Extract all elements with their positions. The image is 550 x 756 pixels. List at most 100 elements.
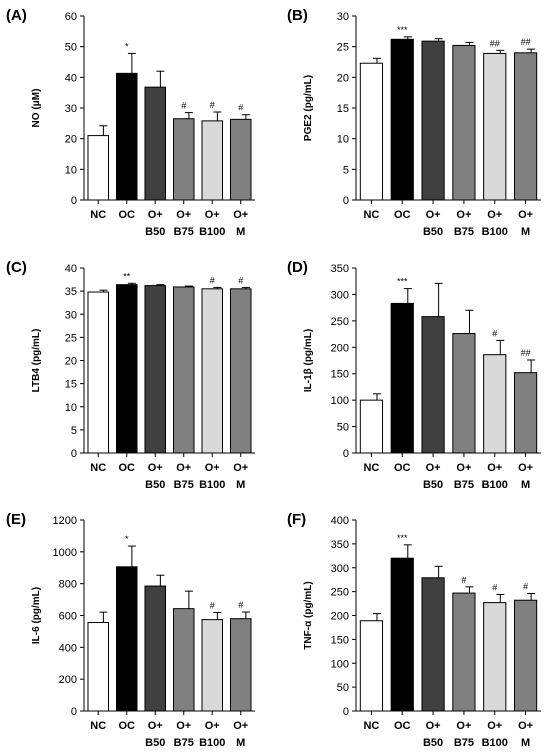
y-tick-label: 35 [65, 286, 77, 298]
bar [87, 135, 110, 201]
x-tick-label: O+ [148, 209, 163, 221]
y-tick-label: 400 [59, 642, 77, 654]
x-tick-label: O+ [426, 720, 441, 732]
y-axis-label: IL-1β (pg/mL) [303, 329, 314, 392]
y-tick-label: 25 [65, 332, 77, 344]
y-tick-label: 10 [65, 164, 77, 176]
chart-panel-1: (A) 0 10 20 30 40 50 60 NO (μM) NC * OC O+ B50 # O+ B75 #… [6, 7, 255, 238]
x-tick-label: O+ [518, 209, 533, 221]
chart-panel-2: (B) 0 5 10 15 20 25 30 PGE2 (pg/mL) NC *** OC O+ B50 O… [287, 7, 541, 238]
significance-mark: # [210, 100, 215, 110]
x-tick-label: O+ [205, 462, 220, 474]
bar [421, 40, 445, 201]
significance-mark: ** [123, 271, 131, 281]
y-tick-label: 150 [331, 369, 349, 381]
bar [390, 302, 414, 454]
bar [115, 72, 138, 201]
chart-panel-4: (D) 0 50 100 150 200 250 300 350 IL-1β (pg/mL) NC *… [287, 259, 541, 491]
y-tick-label: 350 [331, 539, 349, 551]
x-tick-label: O+ [205, 209, 220, 221]
bar [452, 44, 476, 201]
y-tick-label: 60 [65, 11, 77, 23]
x-tick-label: M [521, 737, 530, 749]
x-tick-label: NC [363, 462, 379, 474]
chart-panel-5: (E) 0 200 400 600 800 1000 1200 IL-6 (pg/mL) NC * O… [6, 511, 255, 749]
chart-panel-3: (C) 0 5 10 15 20 25 30 35 40 LTB4 (pg/mL) NC ** OC O+ B… [6, 259, 255, 491]
bar [201, 288, 224, 454]
x-tick-label: O+ [148, 720, 163, 732]
y-tick-label: 300 [331, 563, 349, 575]
bar [229, 288, 252, 454]
bar [452, 333, 476, 454]
x-tick-label: O+ [233, 720, 248, 732]
x-tick-label: O+ [456, 209, 471, 221]
significance-mark: # [210, 600, 215, 610]
x-tick-label: O+ [148, 462, 163, 474]
x-tick-label: OC [119, 720, 136, 732]
bar [513, 599, 538, 712]
y-tick-label: 0 [71, 195, 77, 207]
significance-mark: ## [521, 37, 531, 47]
y-tick-label: 40 [65, 72, 77, 84]
bar [172, 608, 195, 712]
x-tick-label: NC [363, 209, 379, 221]
significance-mark: ## [521, 348, 531, 358]
bar [229, 618, 252, 712]
x-tick-label: O+ [518, 462, 533, 474]
y-tick-label: 250 [331, 316, 349, 328]
x-tick-label: B75 [454, 226, 474, 238]
x-tick-label: O+ [487, 209, 502, 221]
x-tick-label: OC [394, 209, 411, 221]
y-axis-label: TNF-α (pg/mL) [303, 581, 314, 649]
y-tick-label: 20 [337, 72, 349, 84]
x-tick-label: B75 [454, 479, 474, 491]
y-tick-label: 200 [331, 611, 349, 623]
bar [483, 602, 507, 712]
y-tick-label: 5 [71, 425, 77, 437]
chart-panel-6: (F) 0 50 100 150 200 250 300 350 400 TNF-α (pg/mL)… [287, 511, 541, 749]
x-tick-label: B50 [145, 479, 165, 491]
x-tick-label: O+ [426, 209, 441, 221]
bar [359, 620, 384, 712]
y-tick-label: 0 [343, 448, 349, 460]
bar [144, 285, 167, 454]
x-tick-label: B75 [454, 737, 474, 749]
x-tick-label: B50 [145, 226, 165, 238]
y-tick-label: 25 [337, 42, 349, 54]
panel-label: (A) [6, 7, 27, 24]
x-tick-label: O+ [233, 209, 248, 221]
y-tick-label: 10 [65, 402, 77, 414]
x-tick-label: O+ [487, 720, 502, 732]
bar [115, 284, 138, 454]
bar [144, 86, 167, 201]
x-tick-label: B100 [199, 479, 225, 491]
x-tick-label: B50 [423, 737, 443, 749]
y-tick-label: 30 [337, 11, 349, 23]
bar [172, 286, 195, 454]
x-tick-label: B100 [482, 479, 508, 491]
significance-mark: ## [490, 38, 500, 48]
x-tick-label: NC [363, 720, 379, 732]
significance-mark: # [492, 582, 497, 592]
bar [172, 118, 195, 201]
significance-mark: # [181, 101, 186, 111]
panel-label: (C) [6, 259, 27, 276]
x-tick-label: M [236, 479, 245, 491]
y-tick-label: 600 [59, 611, 77, 623]
y-tick-label: 150 [331, 634, 349, 646]
significance-mark: *** [397, 25, 408, 35]
x-tick-label: O+ [233, 462, 248, 474]
y-tick-label: 15 [337, 103, 349, 115]
y-tick-label: 50 [337, 422, 349, 434]
bar [201, 120, 224, 201]
y-tick-label: 300 [331, 289, 349, 301]
significance-mark: # [238, 275, 243, 285]
x-tick-label: NC [90, 462, 106, 474]
y-tick-label: 20 [65, 356, 77, 368]
y-tick-label: 30 [65, 103, 77, 115]
y-axis-label: PGE2 (pg/mL) [303, 75, 314, 141]
bar [201, 619, 224, 712]
y-tick-label: 200 [331, 342, 349, 354]
y-axis-label: LTB4 (pg/mL) [31, 329, 42, 393]
x-tick-label: M [521, 226, 530, 238]
